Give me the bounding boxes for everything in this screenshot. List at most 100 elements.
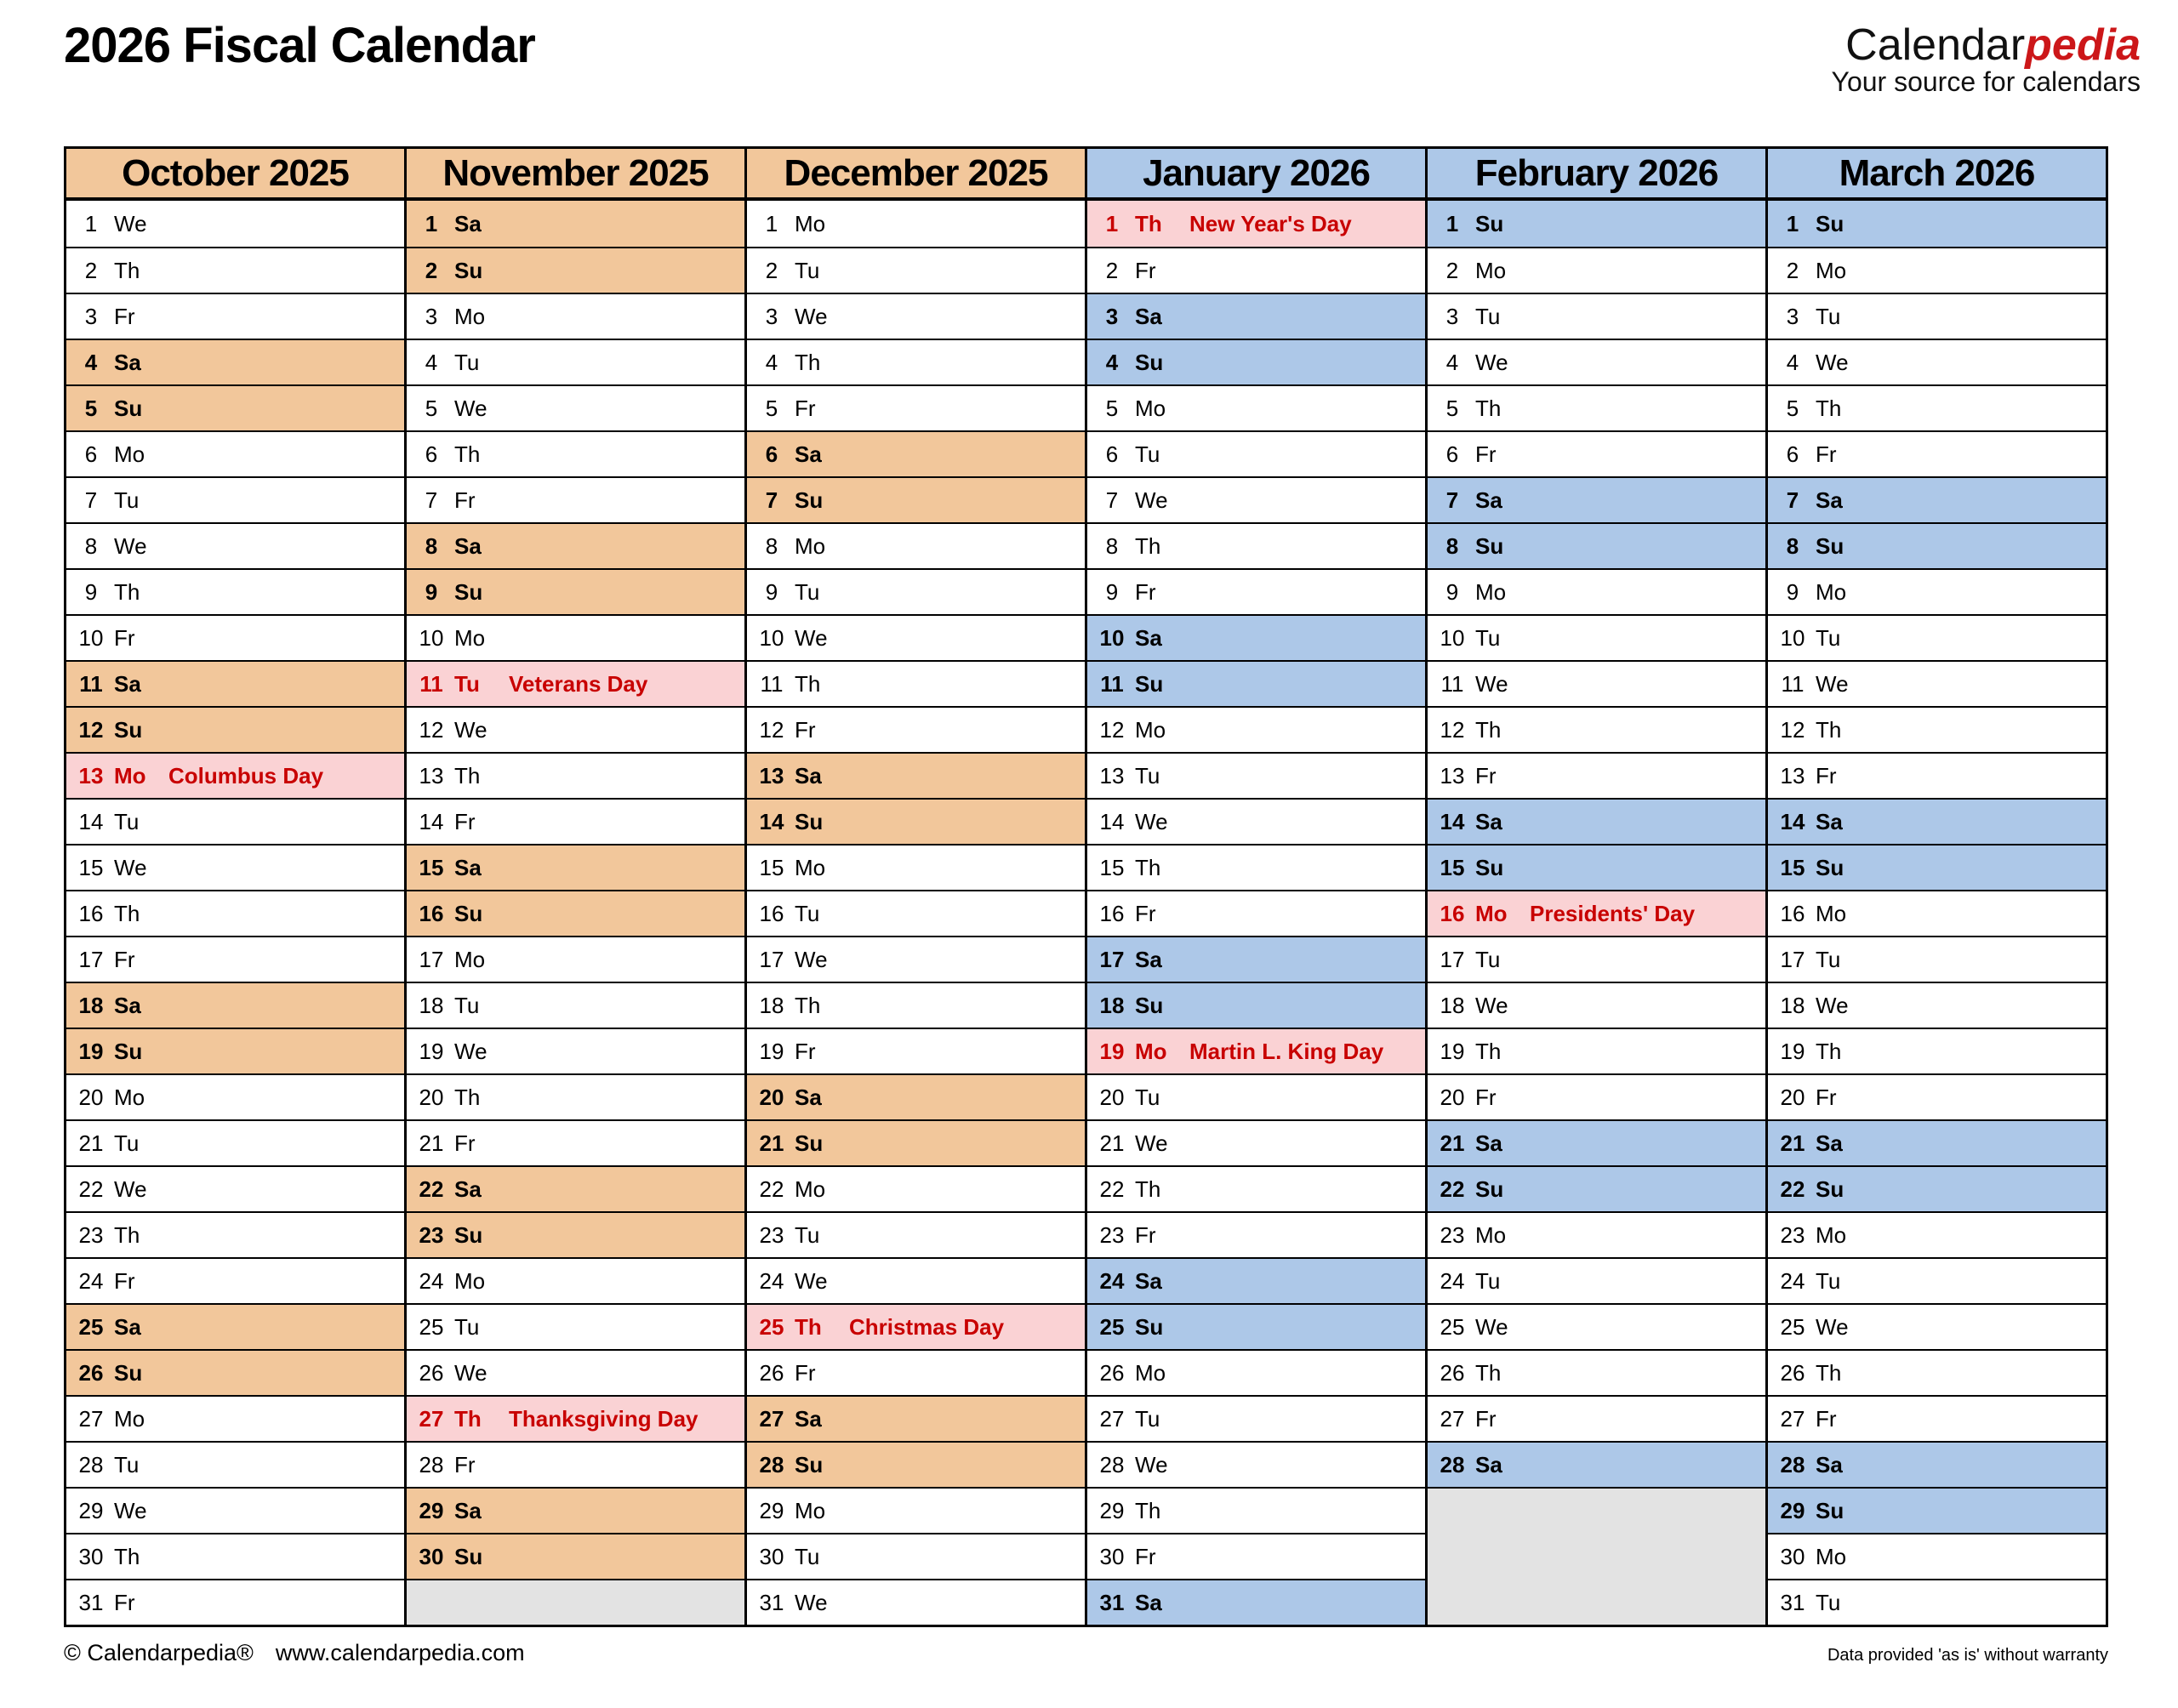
day-cell: 6 Tu (1087, 430, 1425, 476)
day-cell: 26 Mo (1087, 1349, 1425, 1395)
day-cell: 11 Tu Veterans Day (407, 660, 744, 706)
weekday-abbrev: Su (114, 716, 143, 743)
day-number: 11 (79, 670, 103, 697)
day-number: 14 (1440, 808, 1465, 834)
weekday-abbrev: Th (1135, 210, 1162, 236)
day-cell: 15 Sa (407, 844, 744, 890)
weekday-abbrev: Mo (1816, 578, 1847, 605)
day-number: 25 (419, 1313, 444, 1340)
day-cell: 25 Th Christmas Day (747, 1303, 1085, 1349)
weekday-abbrev: Sa (1135, 303, 1162, 329)
day-number: 30 (759, 1543, 784, 1569)
weekday-abbrev: Fr (1135, 1543, 1156, 1569)
weekday-abbrev: We (795, 946, 828, 972)
day-number: 26 (759, 1359, 784, 1386)
day-cell: 7 Sa (1428, 476, 1765, 522)
month-column: December 2025 1 Mo 2 Tu 3 We 4 Th 5 Fr 6 Sa 7 Su 8 Mo 9 Tu… (744, 149, 1085, 1625)
day-number: 2 (1105, 257, 1119, 283)
month-header-cell: January 2026 (1087, 149, 1425, 201)
weekday-abbrev: Fr (454, 1130, 476, 1156)
page-footer: © Calendarpedia® www.calendarpedia.com Da… (64, 1640, 2108, 1666)
weekday-abbrev: Mo (1475, 900, 1508, 926)
day-cell: 8 Su (1428, 522, 1765, 568)
day-cell: 14 Tu (66, 798, 404, 844)
weekday-abbrev: Su (1816, 1176, 1844, 1202)
day-cell: 15 Th (1087, 844, 1425, 890)
weekday-abbrev: Mo (1816, 1221, 1847, 1248)
weekday-abbrev: Tu (1816, 624, 1841, 651)
day-number: 12 (419, 716, 444, 743)
weekday-abbrev: Th (114, 1221, 140, 1248)
day-number: 7 (1786, 487, 1799, 513)
day-cell: 11 Sa (66, 660, 404, 706)
day-cell: 2 Mo (1428, 247, 1765, 293)
day-cell: 23 Fr (1087, 1211, 1425, 1257)
weekday-abbrev: Mo (1816, 257, 1847, 283)
day-number: 22 (419, 1176, 444, 1202)
day-number: 22 (1780, 1176, 1805, 1202)
weekday-abbrev: We (1135, 1130, 1168, 1156)
logo-wordmark: Calendarpedia (1832, 22, 2141, 68)
weekday-abbrev: We (1475, 670, 1508, 697)
day-number: 8 (425, 532, 438, 559)
day-number: 20 (759, 1084, 784, 1110)
day-cell: 19 Th (1428, 1028, 1765, 1073)
day-number: 4 (765, 349, 778, 375)
day-number: 6 (1445, 441, 1459, 467)
day-cell: 5 Th (1428, 384, 1765, 430)
weekday-abbrev: Sa (1475, 1130, 1502, 1156)
weekday-abbrev: Mo (114, 1405, 145, 1432)
day-number: 2 (765, 257, 778, 283)
holiday-label: Presidents' Day (1530, 900, 1696, 926)
weekday-abbrev: Mo (1135, 716, 1166, 743)
weekday-abbrev: Sa (1475, 1451, 1502, 1477)
day-cell: 23 Su (407, 1211, 744, 1257)
weekday-abbrev: Su (114, 1359, 143, 1386)
day-number: 25 (1780, 1313, 1805, 1340)
day-cell: 22 Th (1087, 1165, 1425, 1211)
weekday-abbrev: Fr (1135, 1221, 1156, 1248)
day-cell: 31 Fr (66, 1579, 404, 1625)
weekday-abbrev: Tu (1475, 946, 1501, 972)
weekday-abbrev: Th (114, 578, 140, 605)
weekday-abbrev: Mo (1816, 900, 1847, 926)
weekday-abbrev: Th (454, 441, 481, 467)
day-number: 6 (1105, 441, 1119, 467)
day-cell: 15 We (66, 844, 404, 890)
weekday-abbrev: Fr (1475, 441, 1497, 467)
day-number: 17 (1440, 946, 1465, 972)
weekday-abbrev: Fr (1816, 441, 1837, 467)
weekday-abbrev: Sa (454, 854, 482, 880)
day-cell: 13 Tu (1087, 752, 1425, 798)
day-cell: 30 Mo (1768, 1533, 2106, 1579)
day-cell: 8 Sa (407, 522, 744, 568)
day-number: 31 (759, 1589, 784, 1615)
day-cell: 18 Tu (407, 982, 744, 1028)
day-number: 11 (1440, 670, 1464, 697)
weekday-abbrev: Th (114, 1543, 140, 1569)
copyright-line: © Calendarpedia® www.calendarpedia.com (64, 1640, 525, 1666)
day-cell: 20 Th (407, 1073, 744, 1119)
weekday-abbrev: Fr (1135, 900, 1156, 926)
day-cell: 17 Fr (66, 936, 404, 982)
day-cell: 3 Fr (66, 293, 404, 339)
weekday-abbrev: Th (114, 257, 140, 283)
day-cell: 30 Fr (1087, 1533, 1425, 1579)
day-number: 15 (1440, 854, 1465, 880)
weekday-abbrev: Tu (795, 1221, 820, 1248)
day-cell: 7 Fr (407, 476, 744, 522)
day-cell: 24 Tu (1768, 1257, 2106, 1303)
day-cell: 12 Th (1428, 706, 1765, 752)
day-number: 20 (419, 1084, 444, 1110)
month-column: October 2025 1 We 2 Th 3 Fr 4 Sa 5 Su 6 Mo 7 Tu 8 We 9 Th 1… (66, 149, 404, 1625)
day-cell: 1 Mo (747, 201, 1085, 247)
weekday-abbrev: We (795, 1267, 828, 1294)
day-number: 5 (765, 395, 778, 421)
day-cell: 14 We (1087, 798, 1425, 844)
day-cell: 26 Fr (747, 1349, 1085, 1395)
holiday-label: Veterans Day (509, 670, 648, 697)
weekday-abbrev: Th (1475, 1038, 1502, 1064)
day-number: 27 (759, 1405, 784, 1432)
day-cell: 4 Sa (66, 339, 404, 384)
weekday-abbrev: We (454, 1359, 487, 1386)
